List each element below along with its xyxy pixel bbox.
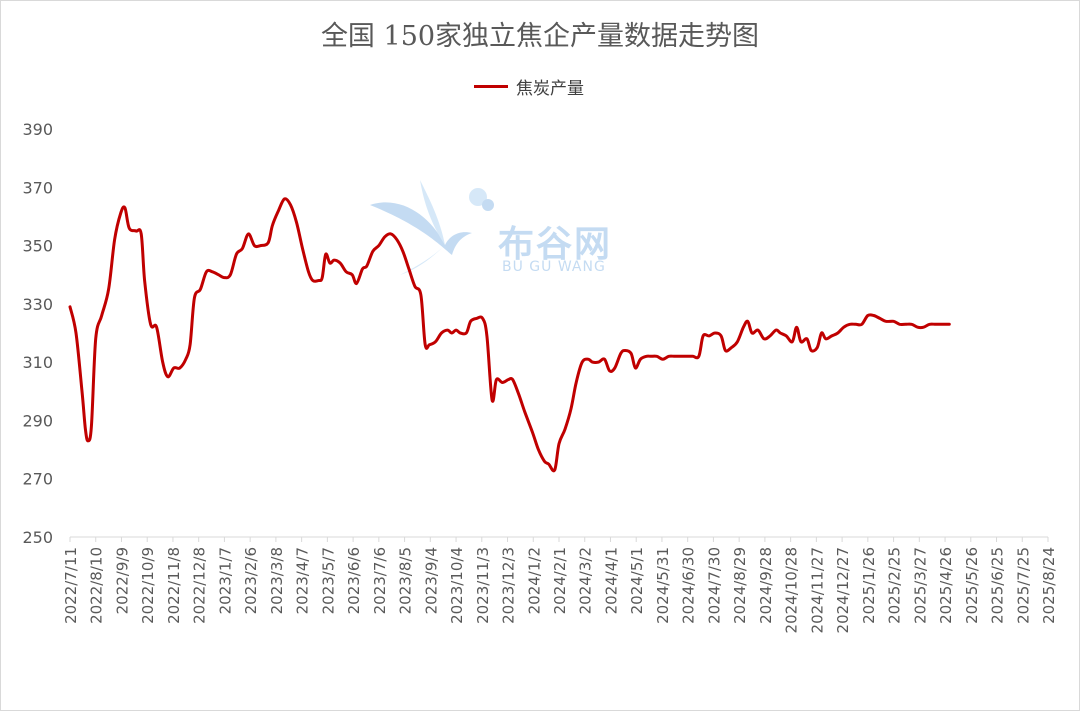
x-tick-label: 2024/8/29 xyxy=(731,547,749,624)
watermark: 布谷网 BU GU WANG xyxy=(360,175,660,285)
y-tick-label: 250 xyxy=(22,528,53,547)
watermark-subtext: BU GU WANG xyxy=(502,259,606,275)
x-tick-label: 2022/9/9 xyxy=(113,547,131,614)
legend: 焦炭产量 xyxy=(474,74,584,99)
legend-label: 焦炭产量 xyxy=(516,78,584,99)
x-tick-label: 2023/6/6 xyxy=(345,547,363,614)
x-tick-label: 2022/7/11 xyxy=(62,547,80,624)
x-tick-label: 2024/4/1 xyxy=(602,547,620,614)
legend-swatch xyxy=(474,84,508,88)
x-tick-label: 2024/3/2 xyxy=(577,547,595,614)
x-tick-label: 2023/8/5 xyxy=(397,547,415,614)
chart-title: 全国 150家独立焦企产量数据走势图 xyxy=(320,21,760,52)
x-tick-label: 2025/3/27 xyxy=(911,547,929,624)
x-tick-label: 2024/12/27 xyxy=(834,547,852,633)
x-tick-label: 2024/11/27 xyxy=(808,547,826,633)
y-tick-label: 290 xyxy=(22,411,53,430)
x-tick-label: 2023/12/3 xyxy=(500,547,518,624)
series-line-coke-output xyxy=(68,197,951,473)
x-tick-label: 2025/5/26 xyxy=(963,547,981,624)
x-tick-label: 2023/7/6 xyxy=(371,547,389,614)
x-tick-label: 2024/9/28 xyxy=(757,547,775,624)
x-tick-label: 2025/1/26 xyxy=(860,547,878,624)
x-tick-label: 2023/3/8 xyxy=(268,547,286,614)
y-tick-label: 270 xyxy=(22,470,53,489)
x-tick-label: 2022/10/9 xyxy=(139,547,157,624)
x-tick-label: 2022/12/8 xyxy=(191,547,209,624)
x-tick-label: 2023/9/4 xyxy=(422,547,440,614)
y-tick-label: 370 xyxy=(22,178,53,197)
x-tick-label: 2023/1/7 xyxy=(216,547,234,614)
x-tick-label: 2024/6/30 xyxy=(680,547,698,624)
x-tick-label: 2024/5/1 xyxy=(628,547,646,614)
x-tick-label: 2025/7/25 xyxy=(1014,547,1032,624)
y-tick-label: 330 xyxy=(22,295,53,314)
y-tick-label: 390 xyxy=(22,120,53,139)
x-tick-label: 2022/11/8 xyxy=(165,547,183,624)
x-tick-label: 2023/2/6 xyxy=(242,547,260,614)
x-tick-label: 2025/2/25 xyxy=(886,547,904,624)
x-tick-label: 2024/2/1 xyxy=(551,547,569,614)
x-tick-label: 2024/1/2 xyxy=(525,547,543,614)
y-tick-label: 310 xyxy=(22,353,53,372)
y-tick-label: 350 xyxy=(22,237,53,256)
x-tick-label: 2025/4/26 xyxy=(937,547,955,624)
x-tick-label: 2025/6/25 xyxy=(989,547,1007,624)
x-tick-label: 2025/8/24 xyxy=(1040,547,1058,624)
x-tick-label: 2024/7/30 xyxy=(705,547,723,624)
bird-logo-icon xyxy=(370,180,494,275)
x-tick-label: 2022/8/10 xyxy=(88,547,106,624)
x-tick-label: 2024/5/31 xyxy=(654,547,672,624)
x-tick-label: 2023/10/4 xyxy=(448,547,466,624)
x-tick-label: 2024/10/28 xyxy=(783,547,801,633)
x-tick-label: 2023/5/7 xyxy=(319,547,337,614)
watermark-text: 布谷网 xyxy=(498,224,613,265)
x-tick-label: 2023/11/3 xyxy=(474,547,492,624)
x-tick-label: 2023/4/7 xyxy=(294,547,312,614)
